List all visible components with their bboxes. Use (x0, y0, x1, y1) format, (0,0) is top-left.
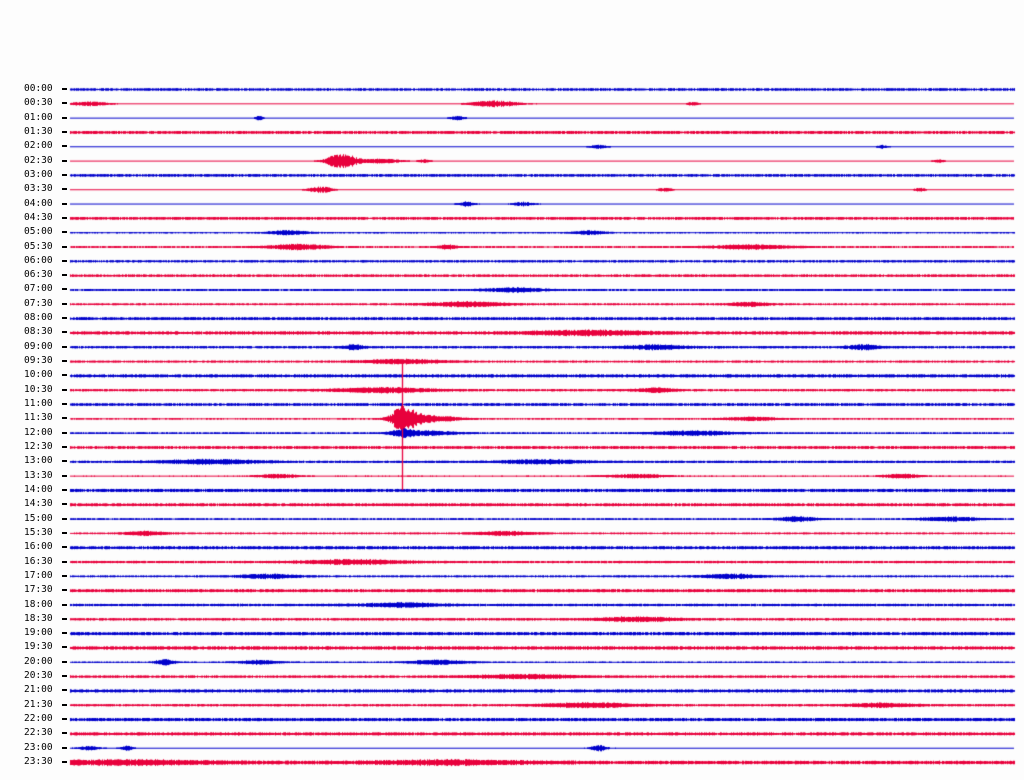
time-tick-label: 04:00 (24, 197, 53, 209)
time-tick-label: 18:00 (24, 598, 53, 610)
time-tick-label: 12:00 (24, 426, 53, 438)
time-tick-label: 13:30 (24, 469, 53, 481)
time-tick-label: 17:00 (24, 569, 53, 581)
time-tick-mark (62, 546, 67, 549)
time-tick-mark (62, 159, 67, 162)
time-tick-label: 23:00 (24, 741, 53, 753)
time-tick-mark (62, 274, 67, 277)
time-tick-mark (62, 617, 67, 620)
time-tick-mark (62, 446, 67, 448)
time-tick-mark (62, 188, 67, 191)
time-tick-label: 23:30 (24, 756, 53, 768)
time-tick-mark (62, 703, 67, 706)
time-tick-label: 02:00 (24, 140, 53, 152)
time-tick-label: 04:30 (24, 211, 53, 223)
time-tick-mark (62, 718, 67, 721)
time-tick-label: 13:00 (24, 455, 53, 467)
time-tick-label: 19:30 (24, 641, 53, 653)
time-tick-label: 01:30 (24, 125, 53, 137)
time-tick-label: 07:00 (24, 283, 53, 295)
time-tick-mark (62, 660, 67, 663)
time-tick-label: 19:00 (24, 627, 53, 639)
time-tick-mark (62, 517, 67, 520)
time-tick-label: 21:30 (24, 698, 53, 710)
time-tick-label: 11:00 (24, 398, 53, 410)
time-tick-mark (62, 560, 67, 563)
time-tick-label: 20:00 (24, 655, 53, 667)
time-tick-mark (62, 589, 67, 592)
time-tick-label: 12:30 (24, 441, 53, 452)
time-tick-mark (62, 460, 67, 463)
time-tick-label: 18:30 (24, 612, 53, 624)
time-tick-mark (62, 574, 67, 577)
time-tick-label: 03:00 (24, 168, 53, 180)
time-tick-mark (62, 417, 67, 420)
time-tick-mark (62, 288, 67, 291)
time-tick-mark (62, 474, 67, 477)
time-tick-mark (62, 531, 67, 534)
time-tick-mark (62, 145, 67, 148)
time-tick-label: 07:30 (24, 297, 53, 309)
time-tick-mark (62, 675, 67, 678)
time-tick-mark (62, 403, 67, 406)
time-tick-label: 09:30 (24, 355, 53, 367)
time-tick-label: 03:30 (24, 183, 53, 195)
time-tick-label: 06:30 (24, 269, 53, 281)
time-tick-mark (62, 646, 67, 649)
time-tick-mark (62, 761, 67, 764)
time-tick-label: 20:30 (24, 670, 53, 682)
time-tick-label: 15:00 (24, 512, 53, 524)
time-tick-label: 14:30 (24, 498, 53, 510)
time-tick-label: 08:00 (24, 312, 53, 324)
time-tick-label: 05:00 (24, 226, 53, 238)
time-tick-label: 08:30 (24, 326, 53, 338)
time-tick-label: 14:00 (24, 483, 53, 495)
time-tick-mark (62, 388, 67, 391)
time-tick-mark (62, 374, 67, 377)
time-tick-mark (62, 345, 67, 348)
time-tick-label: 15:30 (24, 526, 53, 538)
time-tick-label: 00:30 (24, 97, 53, 109)
time-tick-label: 09:00 (24, 340, 53, 352)
time-tick-mark (62, 603, 67, 606)
time-tick-mark (62, 431, 67, 434)
time-axis: 00:00 00:30 01:00 01:30 02:00 02:30 03:00 03:30… (0, 0, 70, 780)
time-tick-mark (62, 231, 67, 234)
time-tick-mark (62, 302, 67, 305)
time-tick-label: 05:30 (24, 240, 53, 252)
time-tick-mark (62, 632, 67, 635)
time-tick-label: 06:00 (24, 254, 53, 266)
time-tick-label: 17:30 (24, 584, 53, 596)
time-tick-mark (62, 360, 67, 363)
time-tick-mark (62, 331, 67, 334)
time-tick-label: 10:00 (24, 369, 53, 381)
time-tick-mark (62, 746, 67, 749)
time-tick-label: 00:00 (24, 83, 53, 94)
time-tick-label: 02:30 (24, 154, 53, 166)
time-tick-label: 01:00 (24, 111, 53, 123)
time-tick-mark (62, 503, 67, 506)
time-tick-label: 16:30 (24, 555, 53, 567)
time-tick-label: 10:30 (24, 383, 53, 395)
time-tick-mark (62, 173, 67, 176)
time-tick-label: 22:00 (24, 713, 53, 725)
time-tick-label: 11:30 (24, 412, 53, 424)
time-tick-label: 16:00 (24, 541, 53, 553)
time-tick-mark (62, 88, 67, 90)
time-tick-mark (62, 259, 67, 262)
time-tick-mark (62, 116, 67, 119)
time-tick-mark (62, 488, 67, 491)
time-tick-label: 22:30 (24, 727, 53, 739)
time-tick-mark (62, 130, 67, 133)
time-tick-label: 21:00 (24, 684, 53, 696)
time-tick-mark (62, 689, 67, 692)
time-tick-mark (62, 202, 67, 205)
time-tick-mark (62, 245, 67, 248)
time-tick-mark (62, 216, 67, 219)
time-tick-mark (62, 732, 67, 735)
time-tick-mark (62, 317, 67, 320)
time-tick-mark (62, 102, 67, 105)
